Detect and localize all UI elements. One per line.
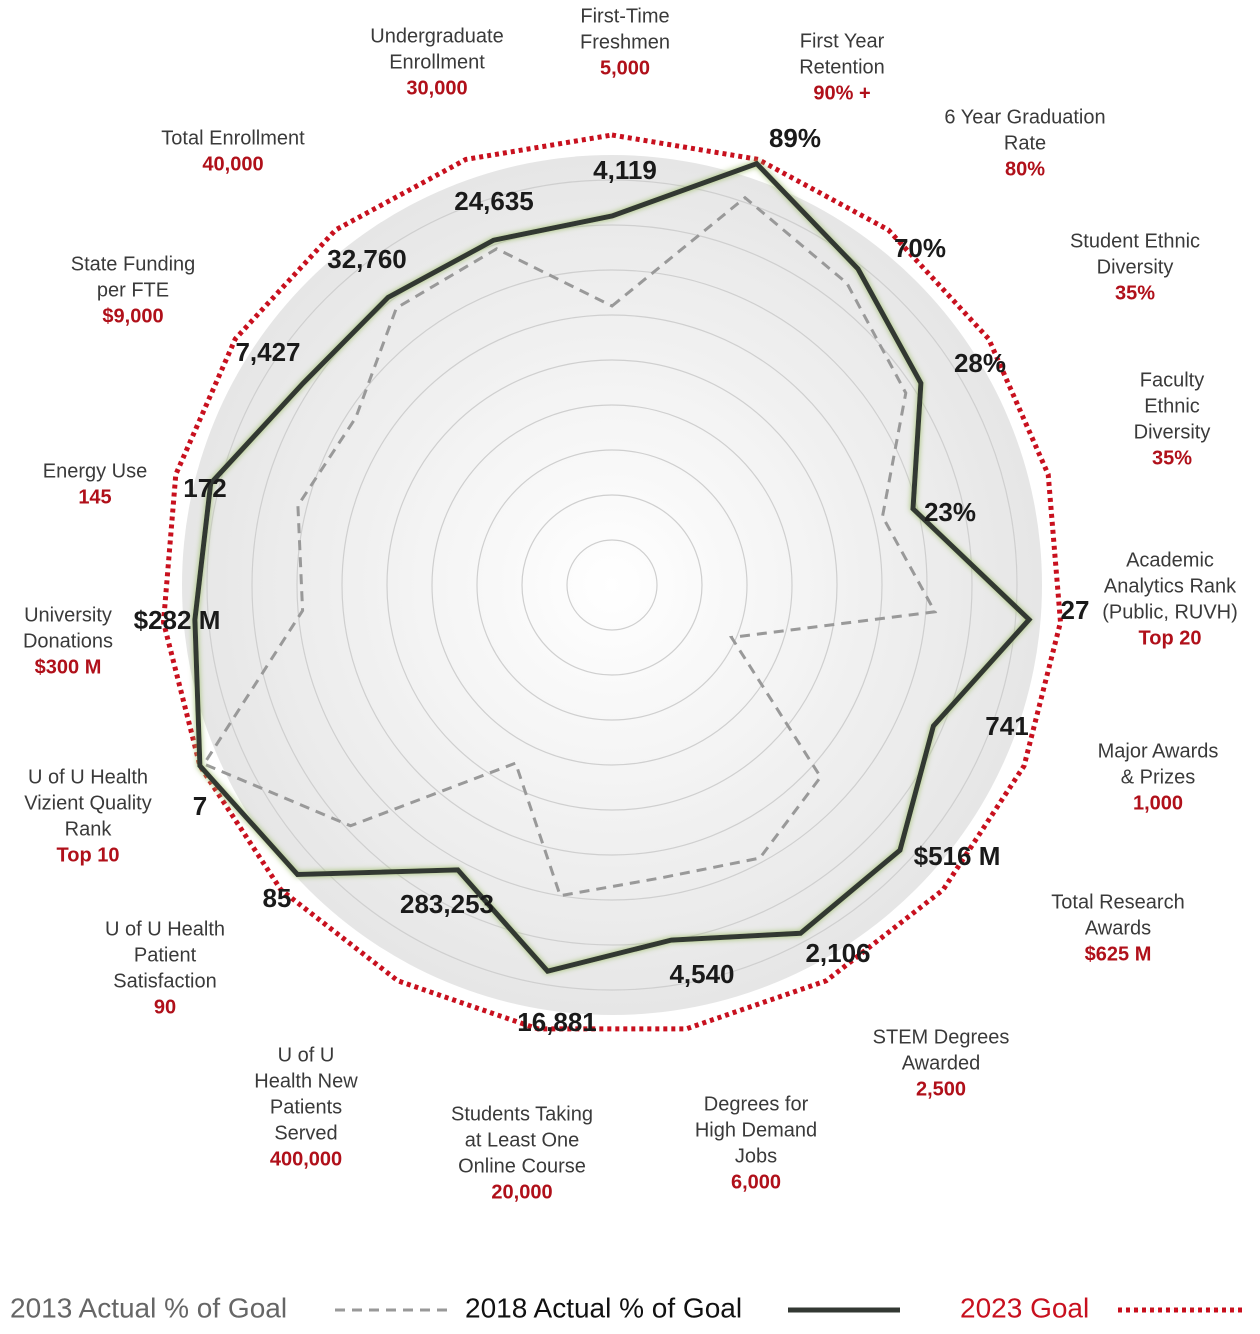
actual-label: 283,253 — [400, 889, 494, 919]
actual-label: 741 — [985, 711, 1028, 741]
grid-ring — [476, 449, 748, 721]
goal-label: Top 20 — [1139, 627, 1202, 649]
axis-label: per FTE — [97, 279, 169, 301]
actual-label: 23% — [924, 497, 976, 527]
actual-label: 4,540 — [669, 959, 734, 989]
axis-label: Retention — [799, 56, 885, 78]
axis-label: 6 Year Graduation — [944, 106, 1105, 128]
actual-label: 172 — [183, 473, 226, 503]
plot-background — [182, 155, 1042, 1015]
actual-label: 32,760 — [327, 244, 407, 274]
goal-label: 35% — [1152, 447, 1192, 469]
axis-label: Donations — [23, 630, 113, 652]
grid-ring — [251, 224, 973, 946]
axis-label: Satisfaction — [113, 970, 216, 992]
actual-label: $282 M — [134, 605, 221, 635]
actual-label: 2,106 — [805, 938, 870, 968]
axis-label: Health New — [254, 1070, 358, 1092]
actual-label: 16,881 — [517, 1007, 597, 1037]
axis-label: State Funding — [71, 253, 196, 275]
axis-label: Vizient Quality — [24, 792, 151, 814]
axis-label: Ethnic — [1144, 395, 1200, 417]
axis-label: Served — [274, 1122, 337, 1144]
series-line — [160, 132, 1064, 1032]
axis-label: Students Taking — [451, 1103, 593, 1125]
goal-label: 2,500 — [916, 1078, 966, 1100]
axis-label: High Demand — [695, 1119, 817, 1141]
actual-label: 24,635 — [454, 186, 534, 216]
axis-label: University — [24, 604, 112, 626]
actual-label: $516 M — [914, 841, 1001, 871]
axis-label: Total Enrollment — [161, 127, 305, 149]
grid-ring — [566, 539, 658, 631]
goal-label: 5,000 — [600, 57, 650, 79]
goal-label: $9,000 — [102, 305, 163, 327]
series-line — [192, 160, 1033, 974]
actual-label: 28% — [954, 348, 1006, 378]
goal-label: 35% — [1115, 282, 1155, 304]
actual-label: 70% — [894, 233, 946, 263]
axis-label: Patients — [270, 1096, 342, 1118]
goal-label: 1,000 — [1133, 792, 1183, 814]
axis-label: Freshmen — [580, 31, 670, 53]
axis-label: Academic — [1126, 549, 1214, 571]
actual-label: 85 — [263, 883, 292, 913]
grid-ring — [341, 314, 883, 856]
goal-label: 90% + — [813, 82, 870, 104]
axis-label: Diversity — [1134, 421, 1211, 443]
grid-ring — [206, 179, 1018, 991]
axis-label: Awarded — [902, 1052, 981, 1074]
goal-label: 400,000 — [270, 1148, 342, 1170]
axis-label: Major Awards — [1098, 740, 1219, 762]
axis-label: Rank — [65, 818, 113, 840]
goal-label: 90 — [154, 996, 176, 1018]
grid-ring — [386, 359, 838, 811]
axis-label: Degrees for — [704, 1093, 809, 1115]
goal-label: 20,000 — [491, 1181, 552, 1203]
axis-label: Jobs — [735, 1145, 777, 1167]
axis-label: Energy Use — [43, 460, 148, 482]
axis-label: Faculty — [1140, 369, 1204, 391]
goal-label: $300 M — [35, 656, 102, 678]
axis-label: & Prizes — [1121, 766, 1195, 788]
series-line — [201, 195, 938, 898]
grid-ring — [521, 494, 703, 676]
axis-label: First-Time — [580, 5, 669, 27]
actual-label: 7 — [193, 791, 207, 821]
axis-label: Enrollment — [389, 51, 485, 73]
axis-label: Student Ethnic — [1070, 230, 1200, 252]
legend-label: 2013 Actual % of Goal — [10, 1292, 287, 1323]
axis-label: Awards — [1085, 917, 1151, 939]
goal-label: 40,000 — [202, 153, 263, 175]
axis-label: Diversity — [1097, 256, 1174, 278]
goal-label: 145 — [78, 486, 111, 508]
axis-label: U of U — [278, 1044, 335, 1066]
goal-label: 80% — [1005, 158, 1045, 180]
axis-label: STEM Degrees — [873, 1026, 1010, 1048]
grid-ring — [296, 269, 928, 901]
axis-label: Online Course — [458, 1155, 586, 1177]
legend-label: 2023 Goal — [960, 1292, 1089, 1323]
actual-label: 27 — [1061, 595, 1090, 625]
axis-label: (Public, RUVH) — [1102, 601, 1238, 623]
legend-label: 2018 Actual % of Goal — [465, 1292, 742, 1323]
goal-label: 6,000 — [731, 1171, 781, 1193]
axis-label: Total Research — [1051, 891, 1184, 913]
goal-label: Top 10 — [57, 844, 120, 866]
grid-ring — [431, 404, 793, 766]
axis-label: U of U Health — [105, 918, 225, 940]
goal-label: $625 M — [1085, 943, 1152, 965]
axis-label: Undergraduate — [370, 25, 503, 47]
axis-label: U of U Health — [28, 766, 148, 788]
axis-label: Rate — [1004, 132, 1046, 154]
actual-label: 89% — [769, 123, 821, 153]
axis-label: Patient — [134, 944, 197, 966]
axis-label: Analytics Rank — [1104, 575, 1237, 597]
axis-label: First Year — [800, 30, 885, 52]
axis-label: at Least One — [465, 1129, 580, 1151]
goal-label: 30,000 — [406, 77, 467, 99]
actual-label: 4,119 — [593, 155, 657, 185]
actual-label: 7,427 — [235, 337, 300, 367]
